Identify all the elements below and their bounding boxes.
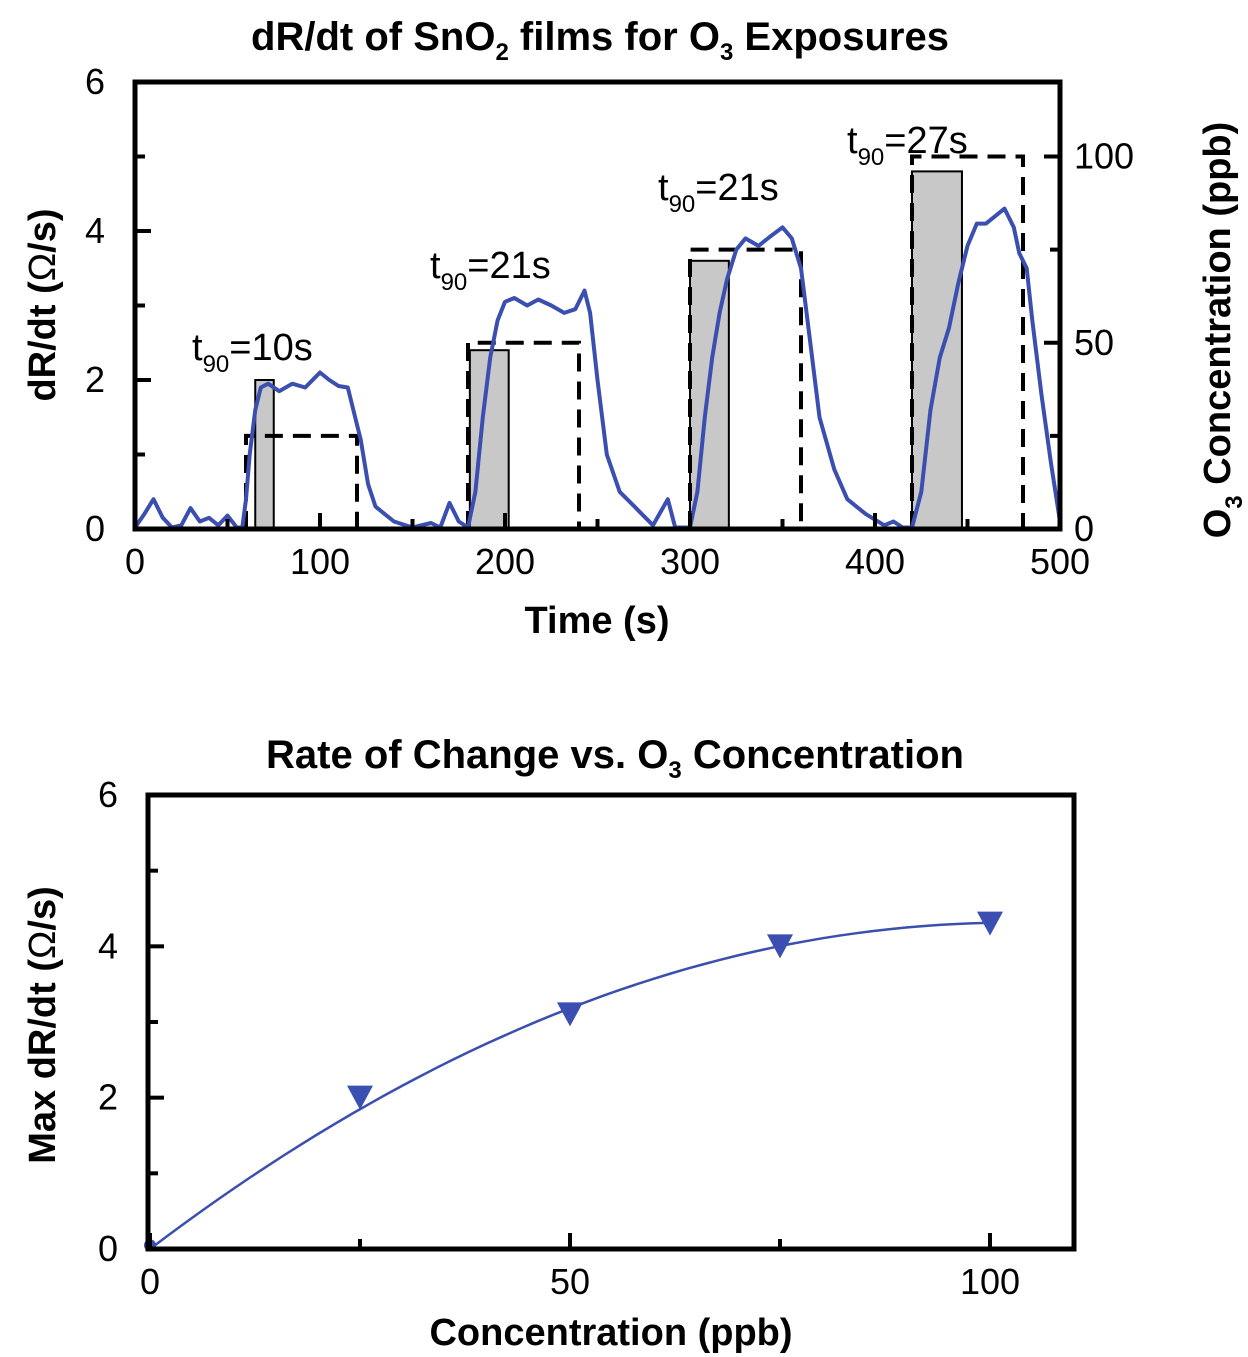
bottom-y-tick-label: 6 [98, 774, 118, 815]
o3-step-4 [910, 154, 1025, 529]
o3-step-2 [466, 340, 581, 529]
bottom-x-tick-label: 100 [960, 1261, 1020, 1302]
top-y-tick-label: 2 [85, 359, 105, 400]
bottom-x-tick-label: 50 [550, 1261, 590, 1302]
top-x-tick-label: 0 [125, 541, 145, 582]
top-x-tick-label: 200 [475, 541, 535, 582]
dr-dt-line [133, 206, 1062, 530]
top-x-tick-label: 400 [845, 541, 905, 582]
top-y-tick-label: 6 [85, 61, 105, 102]
top-y-axis-label: dR/dt (Ω/s) [22, 208, 64, 401]
bottom-y-tick-label: 2 [98, 1077, 118, 1118]
top-marks [133, 154, 1062, 531]
top-y-tick-label: 0 [85, 508, 105, 549]
fit-curve [149, 921, 991, 1250]
top-x-tick-label: 100 [290, 541, 350, 582]
bottom-chart-title: Rate of Change vs. O3 Concentration [266, 733, 964, 784]
bottom-marks [144, 911, 1003, 1252]
bottom-x-axis-label: Concentration (ppb) [429, 1312, 792, 1354]
bottom-ticks: 0 50 100 0 2 4 6 [98, 774, 1020, 1302]
data-point-marker [347, 1085, 373, 1110]
bottom-plot-frame [145, 792, 1077, 1252]
bottom-y-tick-label: 0 [98, 1228, 118, 1269]
bottom-x-tick-label: 0 [140, 1261, 160, 1302]
bottom-y-axis-label: Max dR/dt (Ω/s) [22, 886, 64, 1164]
top-y2-tick-label: 100 [1074, 136, 1134, 177]
bottom-chart: Rate of Change vs. O3 Concentration 0 50 1… [22, 733, 1077, 1354]
t90-label-3: t90=21s [658, 167, 779, 218]
top-chart: dR/dt of SnO2 films for O3 Exposures 0 10… [22, 15, 1248, 642]
top-chart-title: dR/dt of SnO2 films for O3 Exposures [251, 15, 949, 66]
top-y2-tick-label: 0 [1074, 508, 1094, 549]
o3-step-1 [244, 433, 359, 529]
top-x-tick-label: 300 [660, 541, 720, 582]
top-x-tick-label: 500 [1030, 541, 1090, 582]
top-y2-axis-label: O3 Concentration (ppb) [1197, 122, 1248, 539]
t90-bar-4 [911, 170, 963, 530]
top-y2-tick-label: 50 [1074, 322, 1114, 363]
t90-label-2: t90=21s [430, 245, 551, 296]
t90-label-4: t90=27s [847, 120, 968, 171]
t90-label-1: t90=10s [192, 327, 313, 378]
data-point-marker [557, 1002, 583, 1027]
data-point-marker [767, 934, 793, 959]
top-x-axis-label: Time (s) [524, 600, 669, 642]
data-point-marker [977, 911, 1003, 936]
top-y-tick-label: 4 [85, 210, 105, 251]
bottom-y-tick-label: 4 [98, 925, 118, 966]
